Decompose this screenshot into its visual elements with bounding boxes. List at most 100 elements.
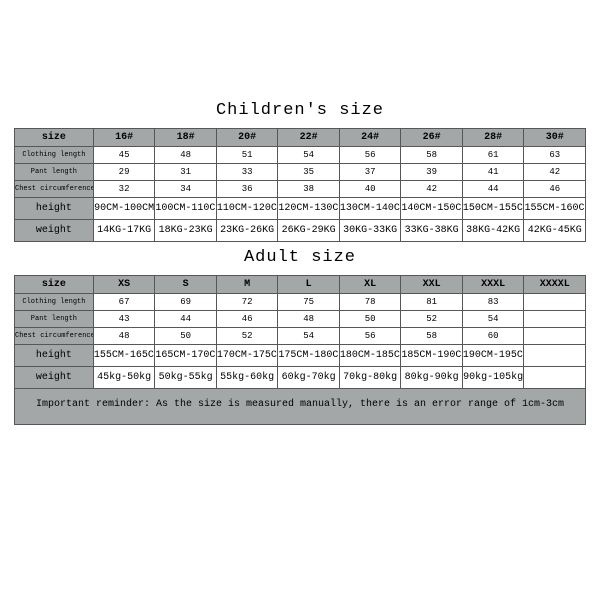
adult-cell: 75 [278, 294, 340, 311]
children-cell: 38KG-42KG [462, 220, 524, 242]
adult-cell: 54 [462, 311, 524, 328]
children-cell: 42KG-45KG [524, 220, 586, 242]
children-cell: 48 [155, 147, 217, 164]
adult-row-label: height [15, 345, 94, 367]
adult-cell: 165CM-170CM [155, 345, 217, 367]
adult-cell: 70kg-80kg [339, 367, 401, 389]
adult-header-cell: XL [339, 276, 401, 294]
children-row-label: weight [15, 220, 94, 242]
children-table: size16#18#20#22#24#26#28#30# Clothing le… [14, 128, 586, 242]
adult-header-cell: L [278, 276, 340, 294]
children-header-cell: 26# [401, 129, 463, 147]
adult-table: sizeXSSMLXLXXLXXXLXXXXL Clothing length6… [14, 275, 586, 389]
children-body: Clothing length4548515456586163 Pant leng… [15, 147, 586, 242]
adult-header-cell: XXXL [462, 276, 524, 294]
children-cell: 140CM-150CM [401, 198, 463, 220]
adult-header-cell: S [155, 276, 217, 294]
adult-cell: 56 [339, 328, 401, 345]
children-cell: 42 [524, 164, 586, 181]
adult-cell: 43 [93, 311, 155, 328]
adult-cell: 67 [93, 294, 155, 311]
adult-cell: 170CM-175CM [216, 345, 278, 367]
children-cell: 61 [462, 147, 524, 164]
children-cell: 130CM-140CM [339, 198, 401, 220]
children-cell: 63 [524, 147, 586, 164]
adult-cell: 45kg-50kg [93, 367, 155, 389]
size-chart-page: { "children": { "title": "Children's siz… [0, 0, 600, 600]
adult-header-cell: XXXXL [524, 276, 586, 294]
children-cell: 18KG-23KG [155, 220, 217, 242]
adult-title: Adult size [14, 242, 586, 275]
adult-cell: 48 [93, 328, 155, 345]
adult-header-cell: XXL [401, 276, 463, 294]
children-header-cell: 22# [278, 129, 340, 147]
adult-cell [524, 367, 586, 389]
children-header-cell: 24# [339, 129, 401, 147]
adult-cell: 48 [278, 311, 340, 328]
children-cell: 30KG-33KG [339, 220, 401, 242]
children-cell: 36 [216, 181, 278, 198]
adult-header-cell: M [216, 276, 278, 294]
adult-row-label: Chest circumference 1/2 [15, 328, 94, 345]
children-cell: 100CM-110CM [155, 198, 217, 220]
adult-cell: 190CM-195CM [462, 345, 524, 367]
adult-cell: 50kg-55kg [155, 367, 217, 389]
children-cell: 155CM-160CM [524, 198, 586, 220]
adult-cell [524, 311, 586, 328]
adult-cell: 44 [155, 311, 217, 328]
children-cell: 33KG-38KG [401, 220, 463, 242]
children-cell: 54 [278, 147, 340, 164]
children-cell: 29 [93, 164, 155, 181]
adult-cell: 52 [401, 311, 463, 328]
children-cell: 23KG-26KG [216, 220, 278, 242]
adult-cell: 175CM-180CM [278, 345, 340, 367]
children-row-label: Pant length [15, 164, 94, 181]
adult-body: Clothing length67697275788183Pant length… [15, 294, 586, 389]
children-cell: 38 [278, 181, 340, 198]
children-row-label: height [15, 198, 94, 220]
adult-cell: 83 [462, 294, 524, 311]
adult-cell: 90kg-105kg [462, 367, 524, 389]
adult-cell: 54 [278, 328, 340, 345]
children-header-cell: 30# [524, 129, 586, 147]
children-cell: 120CM-130CM [278, 198, 340, 220]
children-cell: 41 [462, 164, 524, 181]
children-header-cell: 20# [216, 129, 278, 147]
children-cell: 42 [401, 181, 463, 198]
children-header-cell: 28# [462, 129, 524, 147]
adult-cell: 58 [401, 328, 463, 345]
adult-cell [524, 345, 586, 367]
adult-cell: 60 [462, 328, 524, 345]
adult-cell: 180CM-185CM [339, 345, 401, 367]
adult-cell: 50 [155, 328, 217, 345]
children-cell: 33 [216, 164, 278, 181]
children-row-label: Chest circumference 1/2 [15, 181, 94, 198]
children-cell: 90CM-100CM [93, 198, 155, 220]
adult-cell [524, 294, 586, 311]
children-cell: 35 [278, 164, 340, 181]
adult-cell: 155CM-165CM [93, 345, 155, 367]
children-cell: 51 [216, 147, 278, 164]
children-header-cell: size [15, 129, 94, 147]
children-cell: 14KG-17KG [93, 220, 155, 242]
adult-header-row: sizeXSSMLXLXXLXXXLXXXXL [15, 276, 586, 294]
adult-row-label: weight [15, 367, 94, 389]
children-cell: 150CM-155CM [462, 198, 524, 220]
children-cell: 45 [93, 147, 155, 164]
children-cell: 56 [339, 147, 401, 164]
reminder-note: Important reminder: As the size is measu… [14, 389, 586, 425]
children-cell: 39 [401, 164, 463, 181]
children-cell: 31 [155, 164, 217, 181]
adult-cell: 52 [216, 328, 278, 345]
children-cell: 58 [401, 147, 463, 164]
children-cell: 37 [339, 164, 401, 181]
children-cell: 44 [462, 181, 524, 198]
adult-header-cell: size [15, 276, 94, 294]
adult-cell: 81 [401, 294, 463, 311]
children-row-label: Clothing length [15, 147, 94, 164]
adult-cell: 50 [339, 311, 401, 328]
children-header-cell: 18# [155, 129, 217, 147]
adult-header-cell: XS [93, 276, 155, 294]
children-cell: 110CM-120CM [216, 198, 278, 220]
children-title: Children's size [14, 95, 586, 128]
